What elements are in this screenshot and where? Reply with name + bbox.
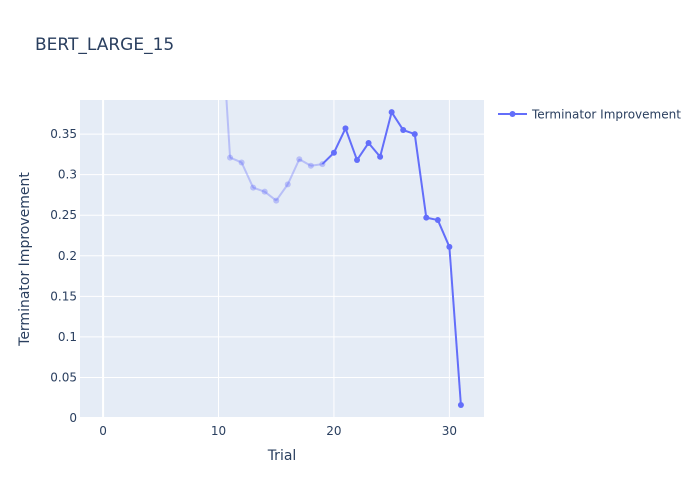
series-line-segment: [275, 183, 289, 202]
plot-clip: [225, 100, 464, 409]
plot-area: [80, 100, 484, 418]
series-line-segment: [448, 246, 462, 406]
x-tick-label: 0: [99, 424, 107, 438]
data-point[interactable]: [261, 188, 268, 195]
series-line-segment: [390, 111, 405, 131]
data-point[interactable]: [238, 159, 245, 166]
series-line-segment: [286, 158, 301, 185]
data-point[interactable]: [319, 161, 326, 168]
series-line-segment: [344, 128, 358, 161]
y-tick-label: 0.1: [58, 330, 77, 344]
data-point[interactable]: [342, 125, 349, 132]
series-line-segment: [252, 186, 266, 193]
data-point[interactable]: [377, 153, 384, 160]
series-line-segment: [356, 142, 370, 161]
legend[interactable]: Terminator Improvement: [498, 108, 681, 122]
legend-label: Terminator Improvement: [531, 108, 681, 122]
x-tick-label: 10: [211, 424, 226, 438]
series-line-segment: [225, 100, 232, 158]
y-axis-title: Terminator Improvement: [17, 172, 33, 347]
data-point[interactable]: [296, 156, 303, 163]
x-axis-title: Trial: [267, 448, 297, 464]
data-point[interactable]: [227, 154, 234, 161]
series-line-segment: [240, 162, 255, 189]
series-layer: [225, 100, 464, 409]
y-tick-label: 0.15: [50, 289, 77, 303]
series-line-segment: [310, 163, 323, 167]
data-point[interactable]: [365, 139, 372, 146]
series-line-segment: [379, 111, 393, 158]
y-gridlines: [80, 133, 484, 419]
series-line-segment: [436, 219, 451, 248]
data-point[interactable]: [434, 217, 441, 224]
y-tick-labels: 0 0.05 0.1 0.15 0.2 0.25 0.3 0.35: [50, 127, 77, 425]
series-line-segment: [333, 127, 347, 154]
series-line-segment: [298, 158, 312, 167]
series-line-segment: [264, 190, 277, 202]
legend-marker-swatch: [509, 111, 516, 117]
data-point[interactable]: [354, 157, 361, 164]
x-tick-label: 20: [326, 424, 341, 438]
series-line-segment: [413, 133, 428, 218]
data-point[interactable]: [273, 197, 280, 204]
series-line-segment: [229, 156, 242, 164]
y-tick-label: 0: [69, 411, 77, 425]
x-tick-label: 30: [442, 424, 457, 438]
x-tick-labels: 0 10 20 30: [99, 424, 457, 438]
y-tick-label: 0.25: [50, 208, 77, 222]
chart-title: BERT_LARGE_15: [35, 35, 174, 55]
data-point[interactable]: [411, 131, 418, 138]
y-tick-label: 0.3: [58, 168, 77, 182]
y-tick-label: 0.2: [58, 249, 77, 263]
data-point[interactable]: [250, 184, 257, 191]
data-point[interactable]: [330, 149, 337, 156]
data-point[interactable]: [307, 162, 314, 169]
y-tick-label: 0.05: [50, 370, 77, 384]
data-point[interactable]: [284, 181, 291, 188]
data-point[interactable]: [446, 243, 453, 250]
y-tick-label: 0.35: [50, 127, 77, 141]
data-point[interactable]: [457, 402, 464, 409]
data-point[interactable]: [423, 214, 430, 221]
data-point[interactable]: [400, 127, 407, 134]
data-point[interactable]: [388, 109, 395, 116]
